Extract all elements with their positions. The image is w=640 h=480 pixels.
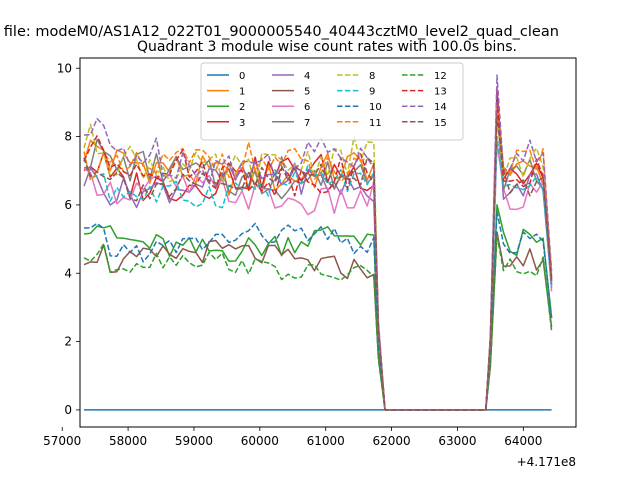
legend-label: 11 [369,118,382,129]
legend-item: 7 [272,118,310,129]
legend-label: 7 [304,118,310,129]
legend-label: 12 [434,71,447,82]
y-tick-label: 10 [57,61,72,75]
legend-label: 5 [304,87,310,98]
legend-label: 0 [239,71,245,82]
legend-item: 10 [337,102,382,113]
legend-item: 2 [207,102,245,113]
plot-frame [79,57,577,428]
chart-title: Quadrant 3 module wise count rates with … [137,39,517,55]
legend-label: 8 [369,71,375,82]
legend-label: 13 [434,87,447,98]
legend-item: 4 [272,71,310,82]
legend-item: 15 [402,118,447,129]
legend-label: 4 [304,71,310,82]
x-tick-label: 58000 [109,434,147,448]
x-offset-label: +4.171e8 [517,455,576,469]
legend-box [200,62,464,141]
x-axis: 57000 58000 59000 60000 61000 62000 63000 64000 [43,427,542,448]
y-tick-label: 8 [64,130,72,144]
y-tick-label: 6 [64,198,72,212]
x-tick-label: 64000 [504,434,542,448]
legend-item: 13 [402,87,447,98]
y-tick-label: 0 [64,403,72,417]
legend-label: 10 [369,102,382,113]
legend-item: 11 [337,118,382,129]
x-tick-label: 59000 [175,434,213,448]
legend-item: 5 [272,87,310,98]
legend-item: 6 [272,102,310,113]
legend-label: 3 [239,118,245,129]
legend-label: 15 [434,118,447,129]
legend-item: 9 [337,87,375,98]
x-tick-label: 60000 [241,434,279,448]
x-tick-label: 61000 [307,434,345,448]
series-line-14 [83,74,553,411]
series-layer [83,74,553,411]
legend-label: 1 [239,87,245,98]
y-axis: 0 2 4 6 8 10 [57,61,80,417]
legend-label: 6 [304,102,310,113]
x-tick-label: 63000 [438,434,476,448]
y-tick-label: 2 [64,335,72,349]
legend-item: 1 [207,87,245,98]
series-line-15 [83,115,553,411]
series-line-12 [83,234,553,411]
x-tick-label: 57000 [43,434,81,448]
x-tick-label: 62000 [372,434,410,448]
figure-suptitle: n file: modeM0/AS1A12_022T01_9000005540_… [0,24,559,40]
legend-item: 12 [402,71,447,82]
legend-label: 2 [239,102,245,113]
legend-item: 3 [207,118,245,129]
legend-label: 9 [369,87,375,98]
legend-label: 14 [434,102,447,113]
plot-area [79,57,577,428]
y-tick-label: 4 [64,266,72,280]
legend-item: 14 [402,102,447,113]
legend-item: 0 [207,71,245,82]
legend-item: 8 [337,71,375,82]
